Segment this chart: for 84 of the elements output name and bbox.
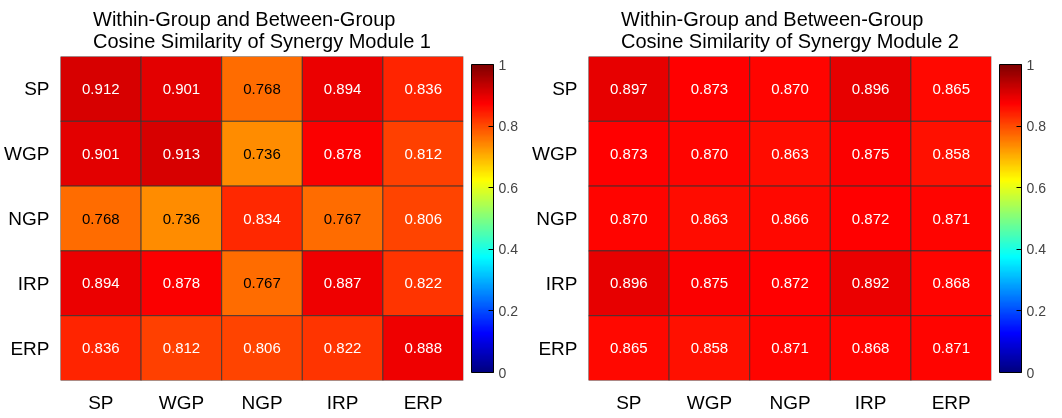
x-tick-label: ERP <box>931 391 971 413</box>
data-label: 0.806 <box>243 339 281 357</box>
data-label: 0.812 <box>404 144 442 162</box>
x-tick-label: SP <box>616 391 642 413</box>
data-label: 0.912 <box>82 79 120 97</box>
data-label: 0.836 <box>404 79 442 97</box>
y-tick-label: ERP <box>10 337 50 359</box>
x-tick-label: ERP <box>403 391 443 413</box>
color-bar-label: 0 <box>498 364 507 381</box>
color-bar-label: 0.2 <box>498 302 519 319</box>
chart-title: Within-Group and Between-Group Cosine Similarity of Synergy Module 1 <box>93 7 431 52</box>
data-label: 0.872 <box>851 209 890 227</box>
x-tick-label: SP <box>88 391 114 413</box>
chart-title: Within-Group and Between-Group Cosine Similarity of Synergy Module 2 <box>621 7 959 52</box>
data-label: 0.896 <box>851 79 890 97</box>
y-tick-label: WGP <box>4 143 50 165</box>
y-tick-label: WGP <box>532 143 578 165</box>
data-label: 0.865 <box>610 339 648 357</box>
x-tick-label: WGP <box>158 391 205 413</box>
data-label: 0.863 <box>771 144 809 162</box>
data-label: 0.894 <box>323 79 362 97</box>
data-label: 0.866 <box>771 209 809 227</box>
data-label: 0.892 <box>851 274 890 292</box>
color-bar-label: 0.6 <box>498 179 519 196</box>
color-bar-label: 0.8 <box>498 118 519 135</box>
data-label: 0.768 <box>243 79 281 97</box>
color-bar-label: 0.4 <box>498 241 519 258</box>
data-label: 0.871 <box>932 339 970 357</box>
data-label: 0.894 <box>82 274 120 292</box>
data-label: 0.870 <box>610 209 648 227</box>
y-tick-label: ERP <box>538 337 578 359</box>
data-label: 0.858 <box>932 144 970 162</box>
data-label: 0.878 <box>162 274 201 292</box>
data-label: 0.868 <box>851 339 890 357</box>
data-label: 0.858 <box>690 339 729 357</box>
x-tick-label: WGP <box>686 391 733 413</box>
data-label: 0.878 <box>323 144 362 162</box>
color-bar-label: 1 <box>498 56 507 73</box>
data-label: 0.865 <box>932 79 970 97</box>
data-label: 0.901 <box>162 79 201 97</box>
y-tick-label: IRP <box>17 272 50 294</box>
data-label: 0.875 <box>690 274 729 292</box>
data-label: 0.896 <box>610 274 648 292</box>
data-label: 0.870 <box>690 144 729 162</box>
y-tick-label: SP <box>552 78 578 100</box>
data-label: 0.822 <box>404 274 442 292</box>
data-label: 0.812 <box>162 339 201 357</box>
data-label: 0.871 <box>932 209 970 227</box>
data-label: 0.822 <box>323 339 362 357</box>
y-tick-label: NGP <box>536 208 578 229</box>
color-bar-label: 1 <box>1026 56 1035 73</box>
data-label: 0.870 <box>771 79 809 97</box>
color-bar-label: 0.2 <box>1026 302 1047 319</box>
data-label: 0.887 <box>323 274 362 292</box>
data-label: 0.736 <box>162 209 201 227</box>
color-bar-label: 0.6 <box>1026 179 1047 196</box>
data-label: 0.913 <box>162 144 201 162</box>
data-label: 0.806 <box>404 209 442 227</box>
data-label: 0.836 <box>82 339 120 357</box>
data-label: 0.897 <box>610 79 648 97</box>
data-label: 0.875 <box>851 144 890 162</box>
data-label: 0.767 <box>323 209 362 227</box>
y-tick-label: SP <box>24 78 50 100</box>
y-tick-label: IRP <box>545 272 578 294</box>
data-label: 0.872 <box>771 274 809 292</box>
data-label: 0.888 <box>404 339 442 357</box>
color-bar-label: 0.4 <box>1026 241 1047 258</box>
data-label: 0.767 <box>243 274 281 292</box>
color-bar-label: 0 <box>1026 364 1035 381</box>
x-tick-label: NGP <box>241 391 283 413</box>
x-tick-label: NGP <box>769 391 811 413</box>
x-tick-label: IRP <box>854 391 887 413</box>
data-label: 0.736 <box>243 144 281 162</box>
data-label: 0.871 <box>771 339 809 357</box>
x-tick-label: IRP <box>326 391 359 413</box>
data-label: 0.873 <box>690 79 729 97</box>
data-label: 0.768 <box>82 209 120 227</box>
data-label: 0.873 <box>610 144 648 162</box>
data-label: 0.901 <box>82 144 120 162</box>
data-label: 0.834 <box>243 209 281 227</box>
y-tick-label: NGP <box>8 208 50 229</box>
color-bar-label: 0.8 <box>1026 118 1047 135</box>
data-label: 0.868 <box>932 274 970 292</box>
data-label: 0.863 <box>690 209 729 227</box>
